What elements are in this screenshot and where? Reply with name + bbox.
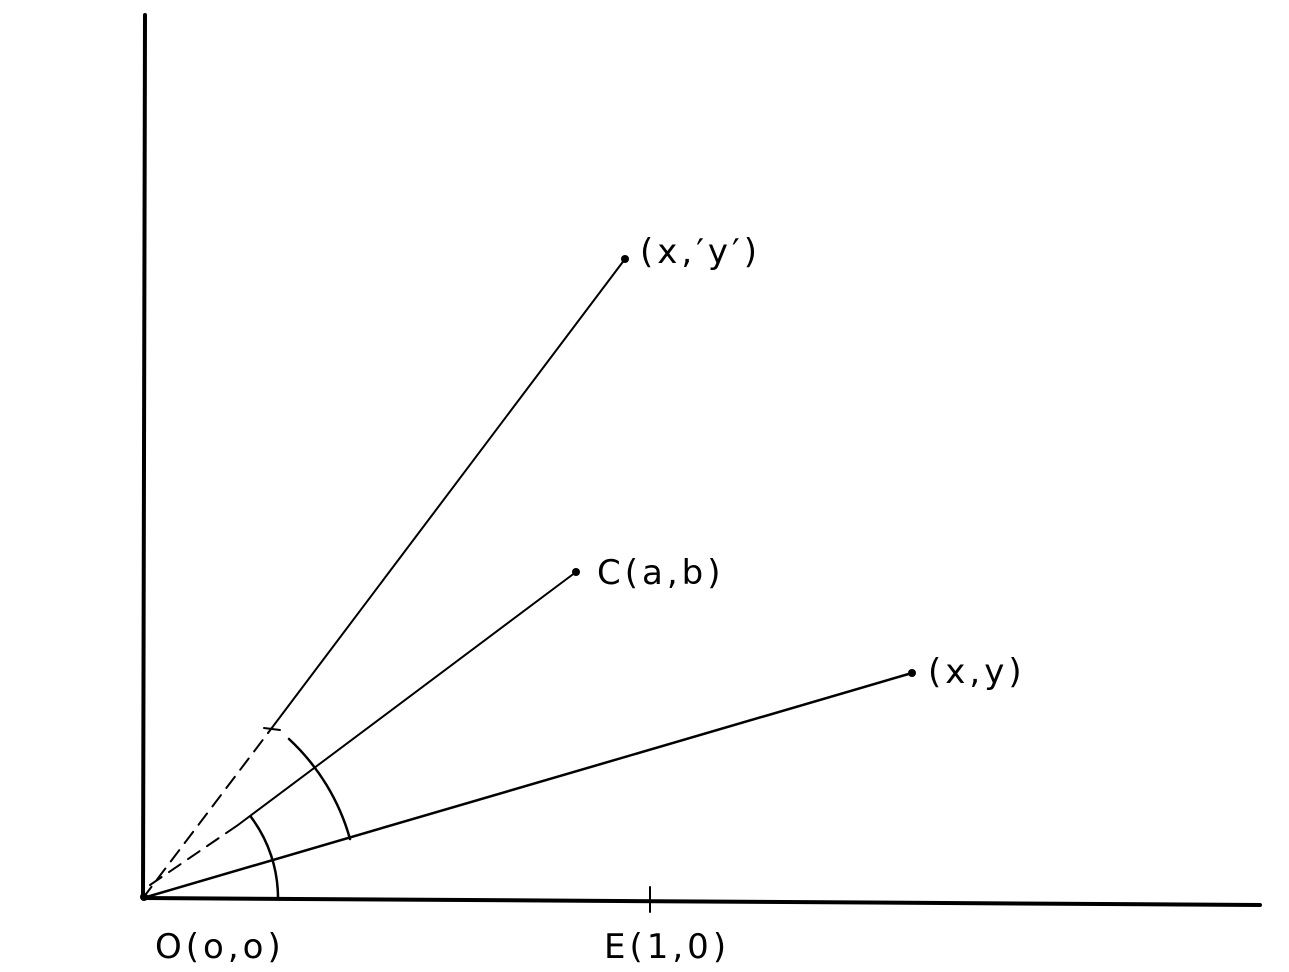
point-xy-prime — [621, 255, 629, 263]
angle-arc-c — [249, 815, 280, 900]
tick-xy-prime-line — [263, 727, 281, 731]
label-origin: O(o,o) — [155, 927, 285, 967]
point-xy — [908, 669, 916, 677]
label-e: E(1,0) — [604, 927, 730, 967]
label-c: C(a,b) — [597, 553, 725, 593]
x-axis — [141, 896, 1262, 907]
segment-to-xy — [141, 671, 914, 900]
label-xy: (x,y) — [928, 652, 1026, 692]
origin-point — [140, 893, 148, 901]
point-c — [572, 568, 580, 576]
dashed-extension-c — [149, 824, 239, 886]
label-xy-prime: (x,′y′) — [640, 232, 761, 272]
segment-to-xy-prime — [267, 258, 626, 734]
segment-to-c — [237, 571, 577, 826]
dashed-extension-xy-prime — [142, 732, 269, 899]
y-axis — [141, 13, 147, 900]
angle-arc-rotation — [287, 737, 352, 841]
